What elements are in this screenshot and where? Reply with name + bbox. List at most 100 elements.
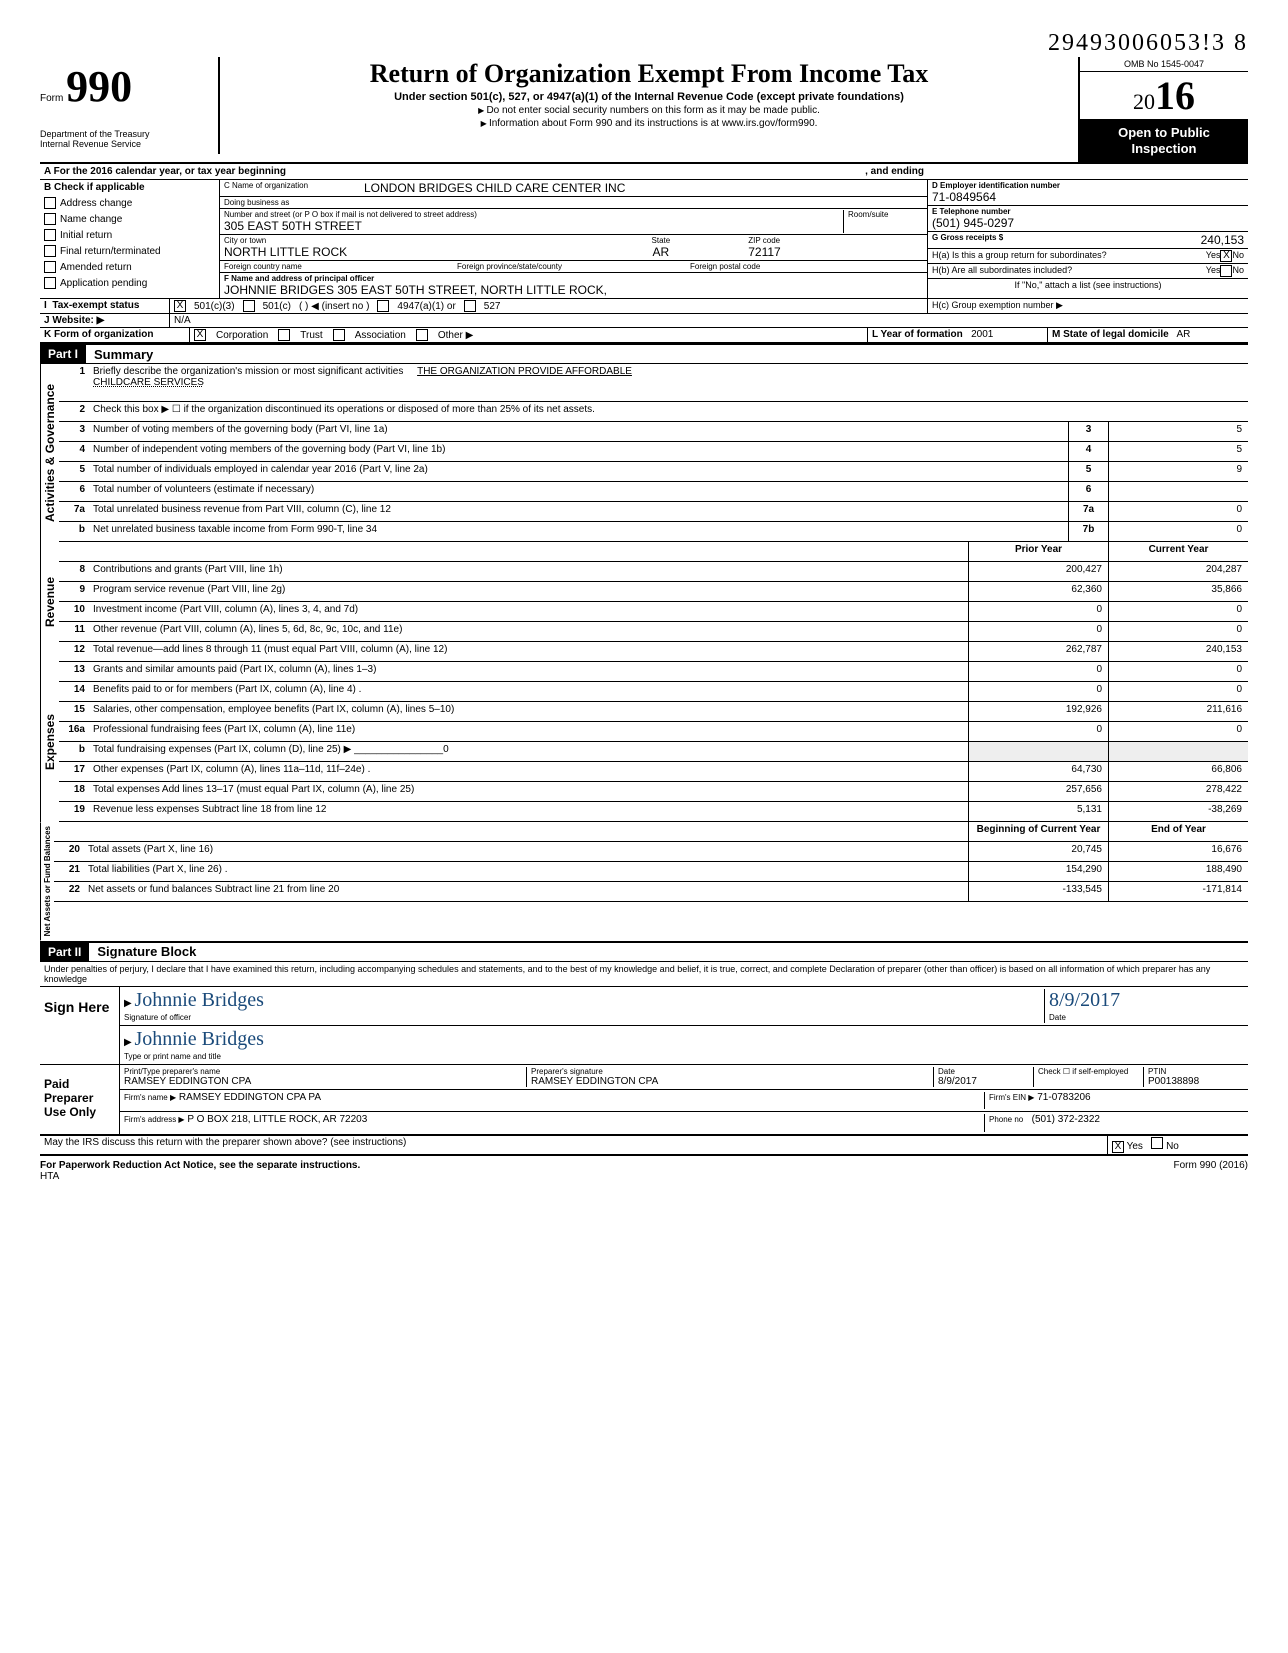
chk-527[interactable] — [464, 300, 476, 312]
city-label: City or town — [224, 236, 574, 245]
lno-17: 17 — [59, 762, 89, 781]
l9-c: 35,866 — [1108, 582, 1248, 601]
chk-initial[interactable] — [44, 229, 56, 241]
chk-address[interactable] — [44, 197, 56, 209]
chk-other[interactable] — [416, 329, 428, 341]
omb-number: OMB No 1545-0047 — [1080, 57, 1248, 72]
lref-3: 3 — [1068, 422, 1108, 441]
open-public-1: Open to Public — [1084, 125, 1244, 141]
d-label: D Employer identification number — [932, 181, 1244, 190]
l19-p: 5,131 — [968, 802, 1108, 821]
l7a-desc: Total unrelated business revenue from Pa… — [89, 502, 1068, 521]
l15-p: 192,926 — [968, 702, 1108, 721]
lno-7b: b — [59, 522, 89, 541]
firm-addr: P O BOX 218, LITTLE ROCK, AR 72203 — [187, 1114, 367, 1125]
l3-desc: Number of voting members of the governin… — [89, 422, 1068, 441]
opt-trust: Trust — [300, 330, 322, 341]
lno-16a: 16a — [59, 722, 89, 741]
ptin: P00138898 — [1148, 1076, 1244, 1087]
foreign-postal-label: Foreign postal code — [690, 262, 923, 271]
l4-desc: Number of independent voting members of … — [89, 442, 1068, 461]
gross-receipts: 240,153 — [1003, 233, 1244, 247]
chk-discuss-yes[interactable]: X — [1112, 1141, 1124, 1153]
chk-assoc[interactable] — [333, 329, 345, 341]
sign-here-label: Sign Here — [40, 987, 120, 1064]
chk-corp[interactable]: X — [194, 329, 206, 341]
line-a-end: , and ending — [865, 166, 924, 177]
lno-20: 20 — [54, 842, 84, 861]
l7b-desc: Net unrelated business taxable income fr… — [89, 522, 1068, 541]
dba-label: Doing business as — [224, 198, 289, 207]
instr-1: Do not enter social security numbers on … — [228, 105, 1070, 116]
chk-trust[interactable] — [278, 329, 290, 341]
form-word: Form — [40, 93, 63, 104]
lno-13: 13 — [59, 662, 89, 681]
discuss-yes: Yes — [1127, 1141, 1143, 1152]
l12-desc: Total revenue—add lines 8 through 11 (mu… — [89, 642, 968, 661]
l21-p: 154,290 — [968, 862, 1108, 881]
vtab-expenses: Expenses — [40, 662, 59, 822]
b-initial: Initial return — [60, 230, 112, 241]
opt-501c: 501(c) — [263, 301, 291, 312]
l4-val: 5 — [1108, 442, 1248, 461]
m-label: M State of legal domicile — [1052, 329, 1169, 340]
year-prefix: 20 — [1133, 89, 1155, 114]
hb-no: No — [1232, 265, 1244, 277]
g-label: G Gross receipts $ — [932, 233, 1003, 247]
l13-c: 0 — [1108, 662, 1248, 681]
paid-preparer-label: Paid Preparer Use Only — [40, 1065, 120, 1134]
l14-c: 0 — [1108, 682, 1248, 701]
l15-c: 211,616 — [1108, 702, 1248, 721]
l19-c: -38,269 — [1108, 802, 1248, 821]
l22-desc: Net assets or fund balances Subtract lin… — [84, 882, 968, 901]
l7a-val: 0 — [1108, 502, 1248, 521]
l18-p: 257,656 — [968, 782, 1108, 801]
ein: 71-0849564 — [932, 190, 1244, 204]
end-year-head: End of Year — [1108, 822, 1248, 841]
website: N/A — [170, 314, 1248, 327]
l12-c: 240,153 — [1108, 642, 1248, 661]
chk-final[interactable] — [44, 245, 56, 257]
lno-2: 2 — [59, 402, 89, 421]
l16b-c — [1108, 742, 1248, 761]
prep-date-label: Date — [938, 1067, 1033, 1076]
l14-desc: Benefits paid to or for members (Part IX… — [89, 682, 968, 701]
chk-hb-no[interactable] — [1220, 265, 1232, 277]
hb-yes: Yes — [1206, 265, 1221, 277]
top-number: 29493006053!3 8 — [40, 30, 1248, 57]
chk-4947[interactable] — [377, 300, 389, 312]
lno-10: 10 — [59, 602, 89, 621]
org-name: LONDON BRIDGES CHILD CARE CENTER INC — [364, 181, 625, 195]
f-label: F Name and address of principal officer — [224, 274, 923, 283]
firm-name: RAMSEY EDDINGTON CPA PA — [179, 1092, 321, 1103]
chk-501c[interactable] — [243, 300, 255, 312]
form-number: 990 — [66, 62, 132, 111]
l17-p: 64,730 — [968, 762, 1108, 781]
l16b-p — [968, 742, 1108, 761]
chk-501c3[interactable]: X — [174, 300, 186, 312]
chk-pending[interactable] — [44, 277, 56, 289]
city: NORTH LITTLE ROCK — [224, 245, 574, 259]
perjury-text: Under penalties of perjury, I declare th… — [40, 962, 1248, 987]
chk-name[interactable] — [44, 213, 56, 225]
l22-c: -171,814 — [1108, 882, 1248, 901]
m-val: AR — [1177, 329, 1191, 340]
l16a-p: 0 — [968, 722, 1108, 741]
l11-c: 0 — [1108, 622, 1248, 641]
lref-7a: 7a — [1068, 502, 1108, 521]
b-label: B Check if applicable — [40, 180, 219, 195]
state: AR — [574, 245, 749, 259]
l1-cont: CHILDCARE SERVICES — [93, 377, 204, 388]
vtab-activities: Activities & Governance — [40, 364, 59, 542]
officer-signature: Johnnie Bridges — [134, 989, 263, 1011]
begin-year-head: Beginning of Current Year — [968, 822, 1108, 841]
firm-phone-label: Phone no — [989, 1115, 1023, 1124]
chk-discuss-no[interactable] — [1151, 1137, 1163, 1149]
l20-desc: Total assets (Part X, line 16) — [84, 842, 968, 861]
l21-c: 188,490 — [1108, 862, 1248, 881]
chk-amended[interactable] — [44, 261, 56, 273]
hc-note: If "No," attach a list (see instructions… — [928, 279, 1248, 291]
chk-ha-yes[interactable]: X — [1220, 250, 1232, 262]
l16a-c: 0 — [1108, 722, 1248, 741]
l16b-desc: Total fundraising expenses (Part IX, col… — [93, 744, 351, 755]
